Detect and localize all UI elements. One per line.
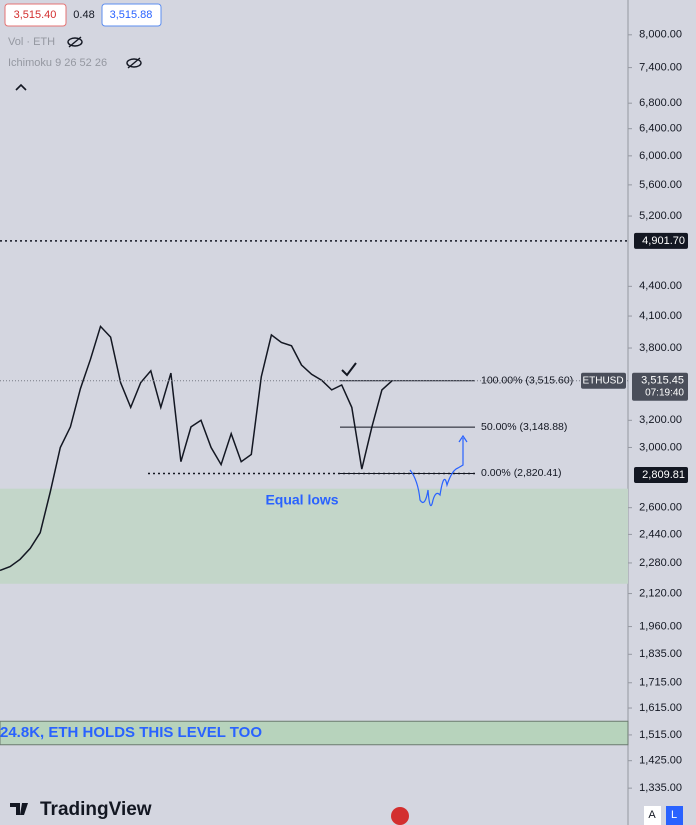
fib-label: 100.00% (3,515.60) bbox=[481, 375, 573, 387]
y-tick-label: 2,600.00 bbox=[639, 502, 682, 514]
price-label-box bbox=[634, 467, 688, 484]
y-tick-label: 4,400.00 bbox=[639, 280, 682, 292]
projection-path bbox=[409, 434, 468, 507]
zone-label: Equal lows bbox=[265, 491, 338, 507]
indicator: Ichimoku 9 26 52 26 bbox=[8, 57, 107, 69]
y-tick-label: 1,835.00 bbox=[639, 648, 682, 660]
y-tick-label: 1,715.00 bbox=[639, 677, 682, 689]
y-tick-label: 3,800.00 bbox=[639, 342, 682, 354]
brand-logo bbox=[10, 803, 28, 815]
scale-button[interactable] bbox=[644, 806, 661, 825]
y-tick-label: 2,440.00 bbox=[639, 528, 682, 540]
flag-icon[interactable] bbox=[391, 807, 409, 825]
y-tick-label: 5,200.00 bbox=[639, 210, 682, 222]
y-tick-label: 6,000.00 bbox=[639, 150, 682, 162]
price-label: 2,809.81 bbox=[642, 469, 685, 481]
series-name: ETHUSD bbox=[582, 375, 623, 386]
bid-box[interactable] bbox=[4, 3, 67, 27]
spread: 0.48 bbox=[73, 9, 94, 21]
countdown: 07:19:40 bbox=[645, 387, 684, 398]
brand: TradingView bbox=[40, 799, 152, 820]
series-name-box bbox=[581, 372, 626, 389]
last-price: 3,515.45 bbox=[641, 375, 684, 387]
y-tick-label: 6,800.00 bbox=[639, 97, 682, 109]
y-tick-label: 1,515.00 bbox=[639, 729, 682, 741]
fib-label: 0.00% (2,820.41) bbox=[481, 467, 562, 479]
price-label: 4,901.70 bbox=[642, 235, 685, 247]
checkmark bbox=[341, 362, 357, 377]
y-tick-label: 6,400.00 bbox=[639, 123, 682, 135]
collapse-icon[interactable] bbox=[15, 83, 27, 91]
y-tick-label: 8,000.00 bbox=[639, 29, 682, 41]
y-tick-label: 1,335.00 bbox=[639, 782, 682, 794]
zone bbox=[0, 488, 628, 584]
y-tick-label: 1,960.00 bbox=[639, 620, 682, 632]
scale-button-label: A bbox=[648, 809, 656, 821]
scale-button-label: L bbox=[671, 809, 677, 821]
indicator: Vol · ETH bbox=[8, 36, 55, 48]
y-tick-label: 2,120.00 bbox=[639, 587, 682, 599]
zone-label: 24.8K, ETH HOLDS THIS LEVEL TOO bbox=[0, 724, 262, 741]
y-tick-label: 7,400.00 bbox=[639, 62, 682, 74]
y-tick-label: 3,200.00 bbox=[639, 414, 682, 426]
fib-label: 50.00% (3,148.88) bbox=[481, 421, 567, 433]
zone bbox=[0, 720, 629, 746]
y-tick-label: 5,600.00 bbox=[639, 179, 682, 191]
y-tick-label: 1,615.00 bbox=[639, 702, 682, 714]
ask: 3,515.88 bbox=[110, 9, 153, 21]
y-tick-label: 4,100.00 bbox=[639, 310, 682, 322]
y-tick-label: 1,425.00 bbox=[639, 755, 682, 767]
price-label-box bbox=[634, 232, 688, 249]
hide-icons[interactable] bbox=[67, 36, 142, 69]
ask-box[interactable] bbox=[101, 3, 162, 27]
bid: 3,515.40 bbox=[14, 9, 57, 21]
last-price-box bbox=[632, 372, 688, 401]
scale-button[interactable] bbox=[666, 806, 683, 825]
y-tick-label: 2,280.00 bbox=[639, 557, 682, 569]
price-line bbox=[0, 324, 393, 572]
y-tick-label: 3,000.00 bbox=[639, 441, 682, 453]
